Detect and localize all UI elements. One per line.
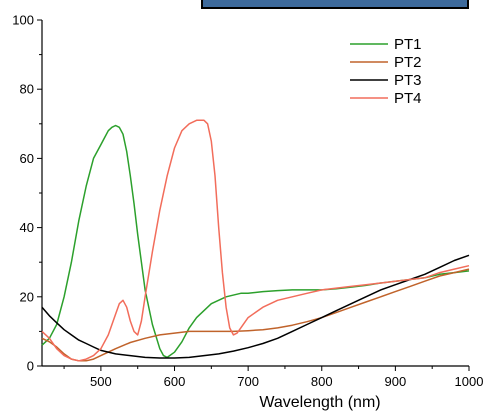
y-tick-label: 60 <box>20 151 34 166</box>
y-tick-label: 0 <box>27 359 34 374</box>
x-tick-label: 700 <box>237 374 259 389</box>
legend-label-pt3: PT3 <box>394 72 422 89</box>
x-tick-label: 500 <box>90 374 112 389</box>
series-line-pt4 <box>41 119 470 362</box>
y-tick-label: 100 <box>12 13 34 28</box>
top-bar <box>201 0 469 9</box>
x-tick-label: 1000 <box>455 374 484 389</box>
x-tick-label: 600 <box>164 374 186 389</box>
y-tick-label: 20 <box>20 289 34 304</box>
y-tick-label: 80 <box>20 82 34 97</box>
y-tick-label: 40 <box>20 220 34 235</box>
legend-label-pt1: PT1 <box>394 36 422 53</box>
x-tick-label: 800 <box>311 374 333 389</box>
x-tick-label: 900 <box>385 374 407 389</box>
series-line-pt1 <box>41 124 470 359</box>
legend-label-pt4: PT4 <box>394 90 422 107</box>
series-line-pt2 <box>41 268 470 362</box>
legend-label-pt2: PT2 <box>394 54 422 71</box>
x-axis-label: Wavelength (nm) <box>259 394 381 411</box>
series-line-pt3 <box>41 254 470 359</box>
